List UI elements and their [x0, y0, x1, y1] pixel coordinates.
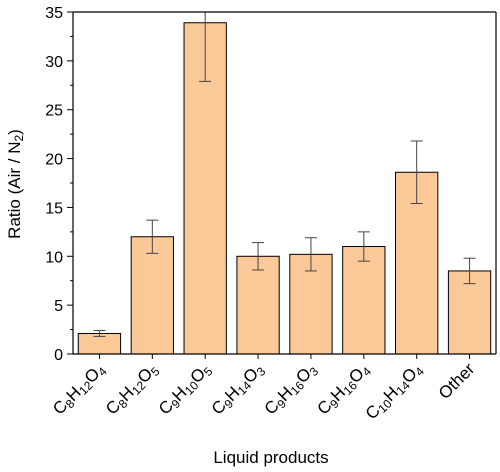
error-bar-3 [252, 242, 265, 271]
y-tick-label-0: 0 [54, 347, 63, 364]
x-tick-label-3: C9H14O3 [208, 359, 269, 420]
error-bar-5 [357, 231, 370, 262]
y-tick-label-2: 10 [45, 249, 63, 266]
bar-1 [130, 236, 174, 355]
bar-3 [236, 255, 280, 355]
error-bar-1 [146, 219, 159, 254]
error-bar-7 [463, 257, 476, 285]
error-bar-4 [304, 237, 317, 272]
error-bar-2 [199, 12, 212, 82]
x-tick-label-1: C8H12O5 [102, 359, 163, 420]
y-tick-label-3: 15 [45, 200, 63, 217]
y-tick-label-7: 35 [45, 5, 63, 22]
y-axis-label: Ratio (Air / N2) [5, 129, 26, 239]
error-bar-0 [93, 330, 106, 337]
y-tick-label-6: 30 [45, 54, 63, 71]
x-axis-label: Liquid products [213, 448, 328, 467]
x-tick-label-6: C10H14O4 [362, 359, 428, 425]
error-bars-group [93, 12, 476, 337]
x-ticks-group: C8H12O4C8H12O5C9H10O5C9H14O3C9H16O3C9H16… [49, 354, 479, 425]
x-tick-label-5: C9H16O4 [314, 359, 375, 420]
y-tick-label-1: 5 [54, 298, 63, 315]
y-ticks-group: 0 5 10 15 20 25 30 35 [45, 5, 73, 364]
error-bar-6 [410, 140, 423, 205]
bars-group [77, 22, 492, 355]
x-tick-label-7: Other [435, 359, 479, 403]
x-tick-label-0: C8H12O4 [49, 359, 110, 420]
bar-5 [342, 246, 386, 355]
y-tick-label-4: 20 [45, 152, 63, 169]
y-tick-label-5: 25 [45, 103, 63, 120]
x-tick-label-2: C9H10O5 [155, 359, 216, 420]
x-tick-label-4: C9H16O3 [261, 359, 322, 420]
